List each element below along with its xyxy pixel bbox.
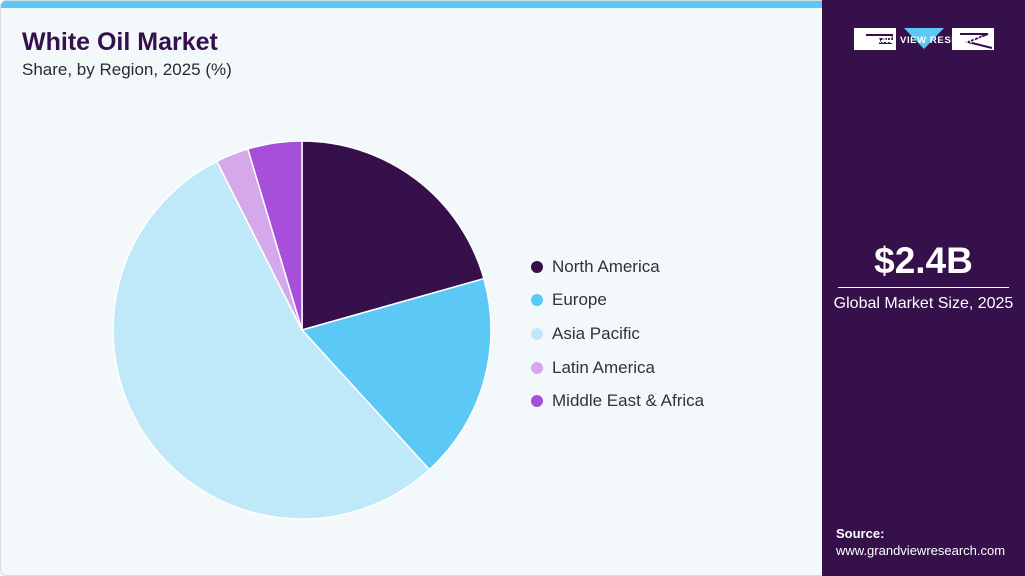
chart-legend: North America Europe Asia Pacific Latin Ame… bbox=[531, 250, 704, 418]
legend-item: Asia Pacific bbox=[531, 317, 704, 351]
chart-title: White Oil Market bbox=[22, 28, 218, 56]
pie-chart bbox=[112, 140, 492, 520]
source-link[interactable]: www.grandviewresearch.com bbox=[836, 543, 1006, 558]
brand-name: GRAND VIEW RESEARCH bbox=[858, 35, 989, 46]
chart-subtitle: Share, by Region, 2025 (%) bbox=[22, 60, 232, 79]
pie-slice-europe bbox=[300, 277, 492, 471]
legend-dot-icon bbox=[531, 395, 543, 408]
legend-item: Middle East & Africa bbox=[531, 384, 704, 418]
market-size-label: Global Market Size, 2025 bbox=[833, 295, 1014, 312]
legend-label: Europe bbox=[552, 290, 607, 310]
legend-label: Middle East & Africa bbox=[552, 391, 705, 411]
legend-label: Latin America bbox=[552, 357, 655, 377]
legend-dot-icon bbox=[531, 327, 543, 340]
legend-dot-icon bbox=[531, 361, 543, 374]
legend-item: North America bbox=[531, 250, 704, 284]
pie-slice-asia-pacific bbox=[112, 160, 431, 520]
legend-dot-icon bbox=[531, 294, 543, 307]
gvr-logo-icon bbox=[854, 28, 994, 50]
pie-slice-middle-east-africa bbox=[246, 140, 303, 331]
legend-dot-icon bbox=[531, 260, 543, 273]
market-size-value: $2.4B bbox=[874, 240, 973, 281]
legend-item: Latin America bbox=[531, 351, 704, 385]
sidebar-panel: GRAND VIEW RESEARCH $2.4B Global Market … bbox=[822, 0, 1025, 576]
legend-label: North America bbox=[552, 256, 660, 276]
legend-label: Asia Pacific bbox=[552, 323, 640, 343]
divider bbox=[838, 287, 1009, 288]
pie-slice-north-america bbox=[301, 140, 485, 331]
legend-item: Europe bbox=[531, 284, 704, 318]
accent-strip bbox=[1, 1, 823, 8]
source-label: Source: bbox=[836, 526, 885, 541]
